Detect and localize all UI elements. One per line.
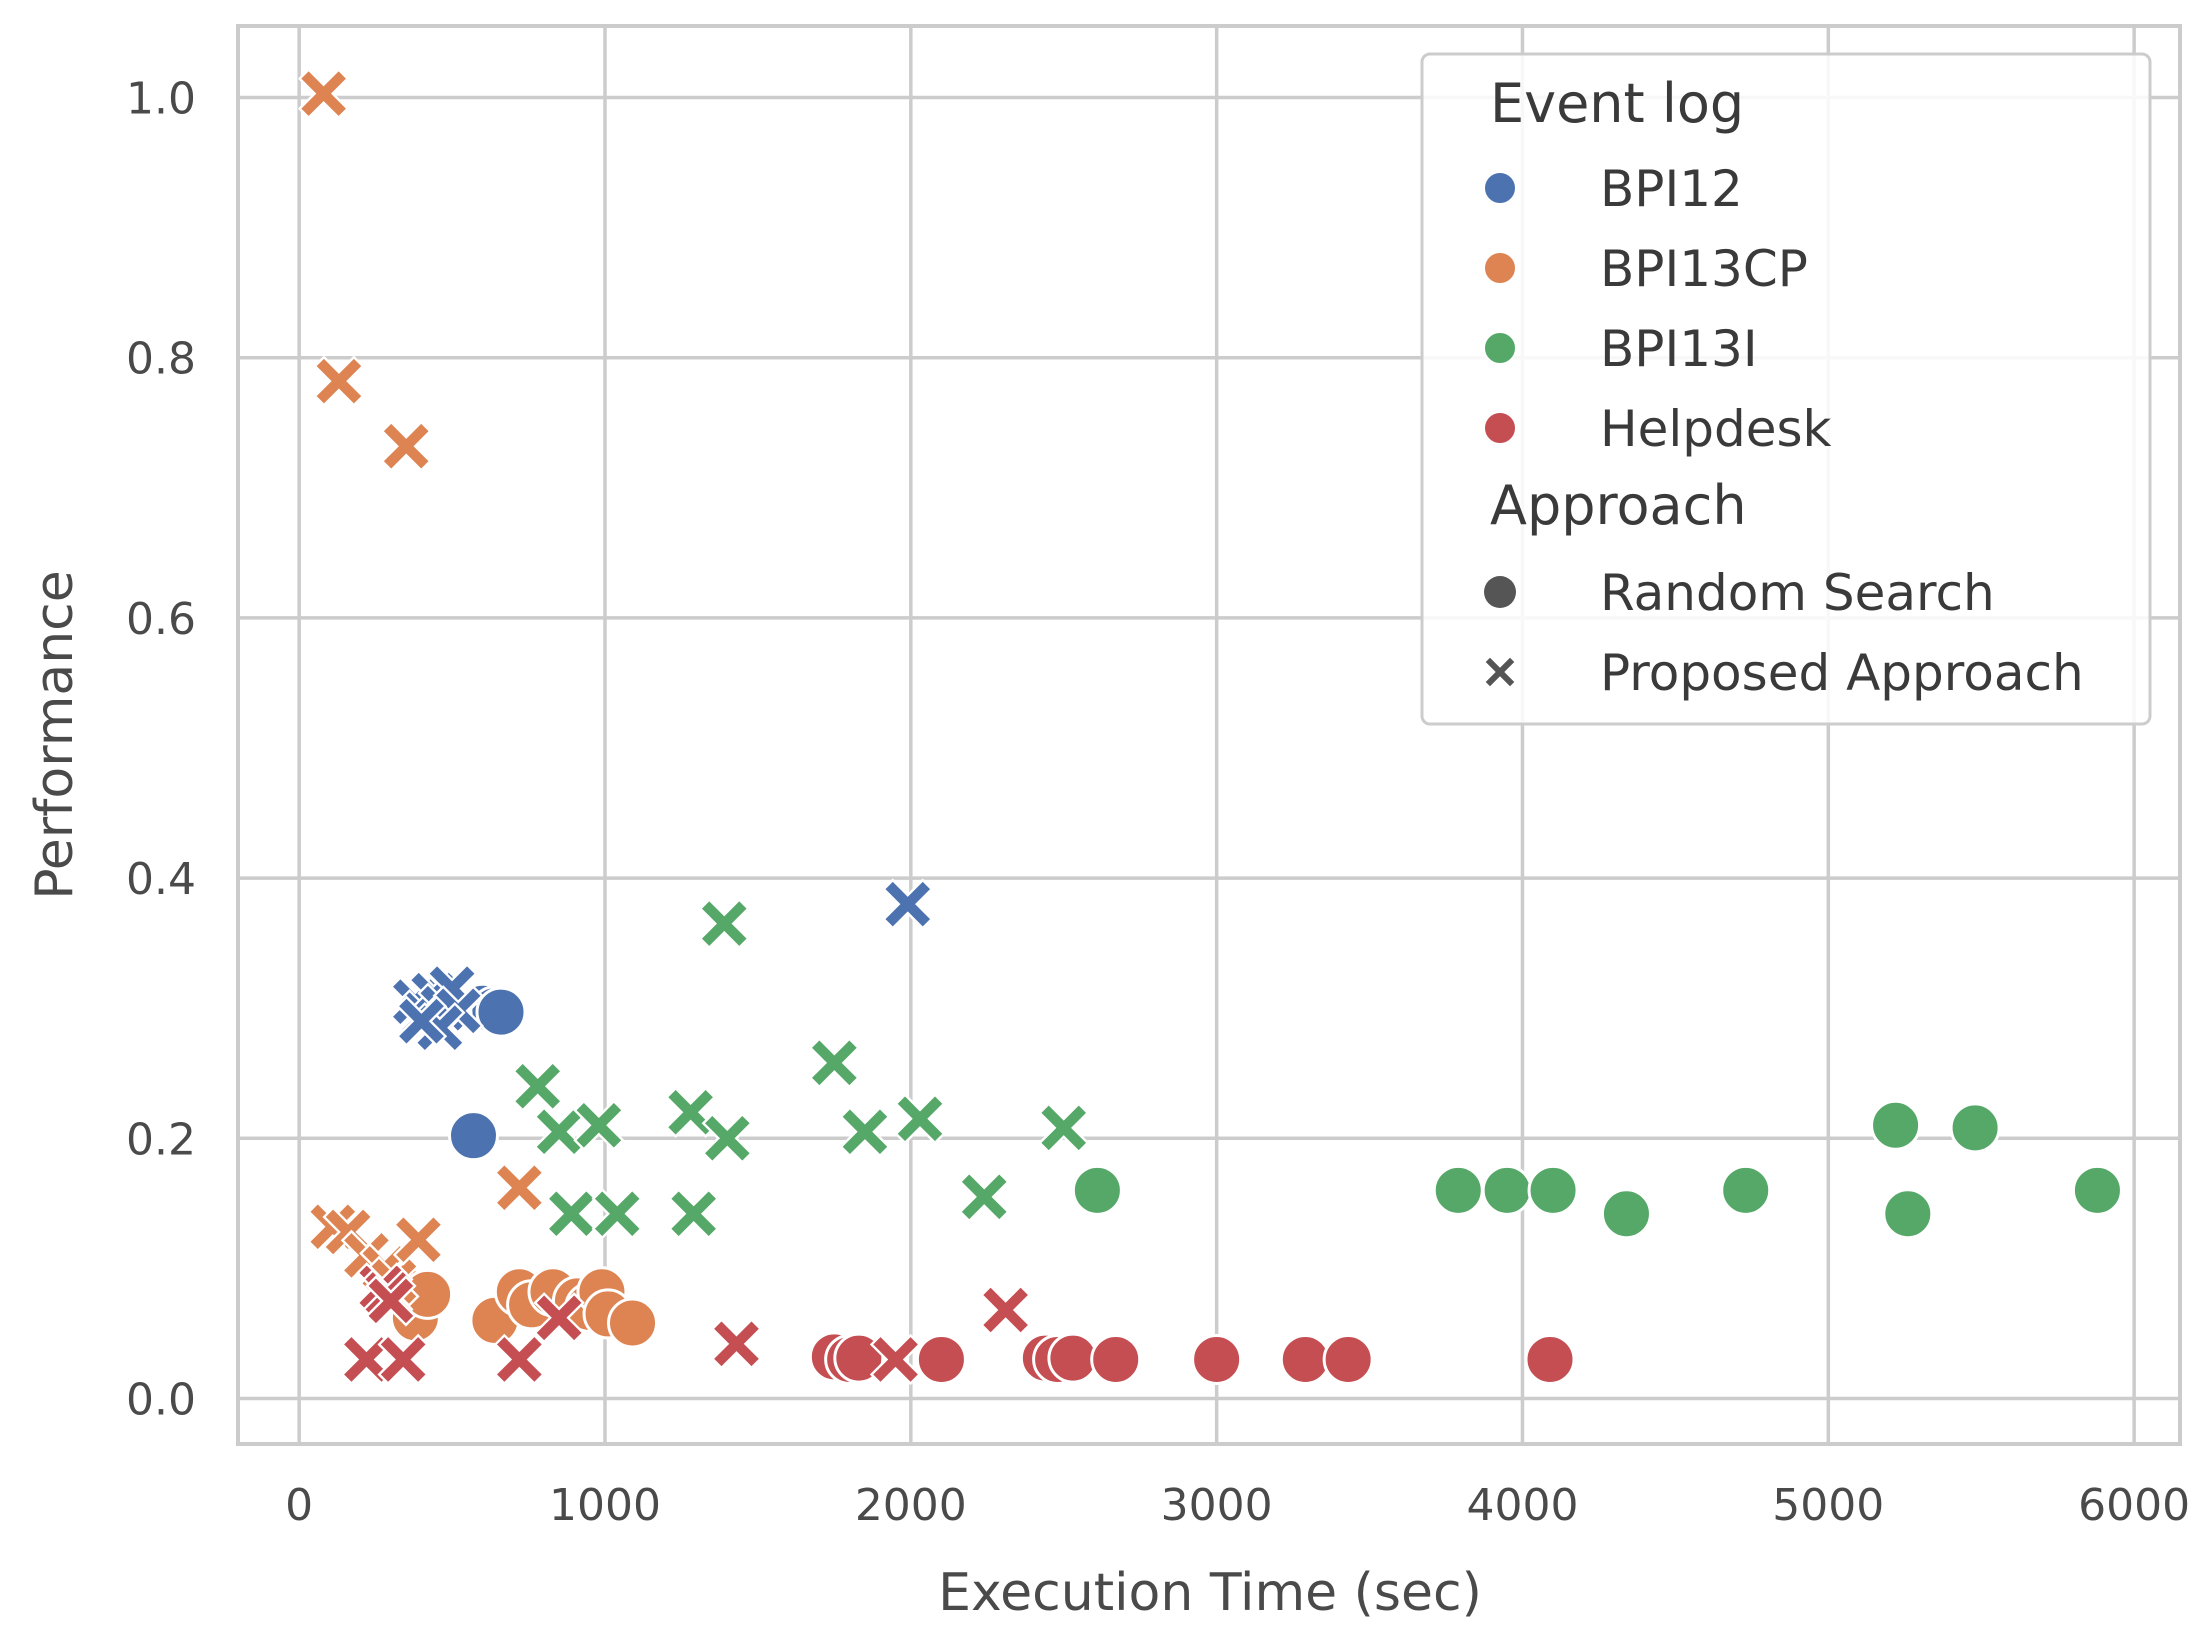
x-tick-label: 3000 bbox=[1161, 1480, 1273, 1531]
x-tick-label: 5000 bbox=[1772, 1480, 1884, 1531]
point-helpdesk-random-search bbox=[915, 1333, 967, 1385]
point-bpi13i-proposed-approach bbox=[533, 1106, 585, 1158]
legend-label-random-search: Random Search bbox=[1600, 564, 1995, 622]
point-bpi13cp-proposed-approach bbox=[380, 420, 432, 472]
point-bpi13cp-proposed-approach bbox=[493, 1162, 546, 1214]
point-bpi13i-random-search bbox=[1870, 1099, 1922, 1151]
point-helpdesk-proposed-approach bbox=[365, 1275, 417, 1327]
point-bpi13i-proposed-approach bbox=[667, 1188, 720, 1240]
point-bpi13i-random-search bbox=[1527, 1164, 1579, 1216]
point-bpi12-proposed-approach bbox=[395, 995, 448, 1047]
y-axis-label: Performance bbox=[25, 570, 85, 900]
legend-marker-bpi13i bbox=[1483, 331, 1517, 365]
point-helpdesk-random-search bbox=[1090, 1333, 1142, 1385]
point-bpi13cp-proposed-approach bbox=[392, 1214, 445, 1266]
point-helpdesk-random-search bbox=[1322, 1333, 1374, 1385]
legend-marker-bpi13cp bbox=[1483, 251, 1517, 285]
point-bpi12-proposed-approach bbox=[882, 878, 934, 930]
legend-label-bpi13cp: BPI13CP bbox=[1600, 240, 1808, 298]
legend-marker-helpdesk bbox=[1483, 411, 1517, 445]
point-bpi13i-random-search bbox=[1071, 1164, 1123, 1216]
point-helpdesk-random-search bbox=[1524, 1333, 1576, 1385]
point-bpi13i-proposed-approach bbox=[545, 1188, 598, 1240]
x-tick-label: 1000 bbox=[549, 1480, 661, 1531]
point-helpdesk-proposed-approach bbox=[340, 1333, 393, 1386]
point-bpi13cp-random-search bbox=[607, 1297, 659, 1349]
point-bpi13i-proposed-approach bbox=[698, 897, 750, 950]
data-points bbox=[297, 67, 2123, 1386]
point-helpdesk-proposed-approach bbox=[493, 1333, 546, 1386]
point-bpi13i-random-search bbox=[1949, 1102, 2001, 1154]
x-tick-label: 0 bbox=[285, 1480, 313, 1531]
legend-marker-random-search bbox=[1484, 576, 1516, 608]
point-bpi13i-proposed-approach bbox=[958, 1171, 1010, 1223]
legend-hue-entries: BPI12 BPI13CP BPI13I Helpdesk bbox=[1483, 160, 1832, 458]
point-bpi13i-random-search bbox=[1600, 1188, 1652, 1240]
y-tick-label: 0.0 bbox=[126, 1374, 196, 1425]
x-tick-label: 4000 bbox=[1466, 1480, 1578, 1531]
point-bpi12-random-search bbox=[447, 1110, 499, 1162]
point-bpi13cp-proposed-approach bbox=[297, 67, 350, 120]
x-axis-label: Execution Time (sec) bbox=[938, 1563, 1482, 1623]
x-tick-labels: 0 1000 2000 3000 4000 5000 6000 bbox=[285, 1480, 2190, 1531]
point-helpdesk-proposed-approach bbox=[377, 1333, 429, 1386]
point-helpdesk-random-search bbox=[1191, 1333, 1243, 1385]
legend: Event log BPI12 BPI13CP BPI13I Helpdesk App… bbox=[1420, 52, 2152, 726]
x-tick-label: 2000 bbox=[855, 1480, 967, 1531]
point-bpi13i-random-search bbox=[1481, 1164, 1533, 1216]
point-helpdesk-proposed-approach bbox=[869, 1333, 922, 1386]
legend-title-approach: Approach bbox=[1490, 474, 1747, 537]
y-tick-label: 1.0 bbox=[126, 74, 196, 125]
point-bpi13i-random-search bbox=[1882, 1188, 1934, 1240]
legend-label-proposed-approach: Proposed Approach bbox=[1600, 644, 2084, 702]
point-bpi13i-proposed-approach bbox=[839, 1106, 891, 1158]
point-bpi13i-random-search bbox=[2071, 1164, 2123, 1216]
point-bpi13i-proposed-approach bbox=[894, 1093, 946, 1145]
point-helpdesk-random-search bbox=[1047, 1332, 1099, 1384]
legend-style-entries: Random Search Proposed Approach bbox=[1482, 564, 2084, 702]
point-helpdesk-random-search bbox=[1279, 1333, 1331, 1385]
legend-box bbox=[1420, 52, 2152, 726]
legend-label-bpi13i: BPI13I bbox=[1600, 320, 1758, 378]
legend-marker-bpi12 bbox=[1483, 171, 1517, 205]
y-tick-labels: 0.0 0.2 0.4 0.6 0.8 1.0 bbox=[126, 74, 196, 1426]
y-tick-label: 0.4 bbox=[126, 854, 196, 905]
y-tick-label: 0.6 bbox=[126, 594, 196, 645]
point-bpi13i-proposed-approach bbox=[1038, 1102, 1090, 1154]
point-bpi13cp-proposed-approach bbox=[313, 355, 365, 407]
legend-title-event-log: Event log bbox=[1490, 72, 1744, 135]
point-bpi13i-proposed-approach bbox=[512, 1060, 564, 1112]
legend-label-bpi12: BPI12 bbox=[1600, 160, 1743, 218]
point-bpi13i-proposed-approach bbox=[591, 1188, 643, 1240]
point-helpdesk-proposed-approach bbox=[979, 1284, 1032, 1336]
point-bpi13i-proposed-approach bbox=[808, 1037, 861, 1089]
x-tick-label: 6000 bbox=[2078, 1480, 2190, 1531]
point-helpdesk-proposed-approach bbox=[533, 1292, 585, 1344]
point-helpdesk-random-search bbox=[833, 1332, 885, 1384]
legend-marker-proposed-approach bbox=[1482, 654, 1518, 690]
point-bpi13i-random-search bbox=[1720, 1164, 1772, 1216]
point-helpdesk-proposed-approach bbox=[710, 1318, 763, 1370]
legend-label-helpdesk: Helpdesk bbox=[1600, 400, 1832, 458]
y-tick-label: 0.8 bbox=[126, 334, 196, 385]
point-bpi13i-proposed-approach bbox=[701, 1112, 754, 1164]
point-bpi12-random-search bbox=[475, 986, 527, 1038]
y-tick-label: 0.2 bbox=[126, 1114, 196, 1165]
point-bpi13i-proposed-approach bbox=[573, 1099, 625, 1151]
point-bpi13i-random-search bbox=[1432, 1164, 1484, 1216]
